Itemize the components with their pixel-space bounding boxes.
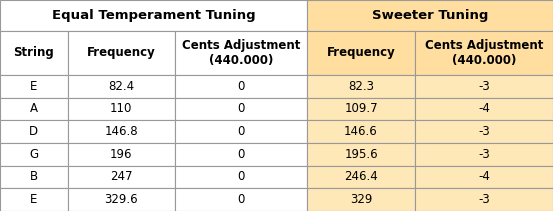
Text: 329: 329 bbox=[350, 193, 372, 206]
Text: 109.7: 109.7 bbox=[344, 102, 378, 115]
Text: 195.6: 195.6 bbox=[344, 148, 378, 161]
Bar bbox=[67, 75, 175, 97]
Text: -3: -3 bbox=[478, 193, 490, 206]
Text: 0: 0 bbox=[237, 80, 245, 93]
Text: 246.4: 246.4 bbox=[344, 170, 378, 184]
Text: Equal Temperament Tuning: Equal Temperament Tuning bbox=[52, 9, 255, 22]
Bar bbox=[0, 120, 67, 143]
Text: Cents Adjustment
(440.000): Cents Adjustment (440.000) bbox=[182, 39, 300, 67]
Bar bbox=[415, 120, 553, 143]
Text: D: D bbox=[29, 125, 38, 138]
Bar bbox=[307, 75, 415, 97]
Text: -4: -4 bbox=[478, 170, 490, 184]
Bar bbox=[415, 188, 553, 211]
Bar bbox=[307, 188, 415, 211]
Text: 196: 196 bbox=[110, 148, 133, 161]
Text: Frequency: Frequency bbox=[87, 46, 156, 59]
Text: 0: 0 bbox=[237, 125, 245, 138]
Bar bbox=[67, 31, 175, 75]
Bar bbox=[307, 97, 415, 120]
Text: Cents Adjustment
(440.000): Cents Adjustment (440.000) bbox=[425, 39, 543, 67]
Text: Frequency: Frequency bbox=[327, 46, 395, 59]
Bar bbox=[67, 143, 175, 166]
Bar bbox=[0, 0, 307, 31]
Bar bbox=[0, 188, 67, 211]
Text: -3: -3 bbox=[478, 125, 490, 138]
Text: G: G bbox=[29, 148, 38, 161]
Bar bbox=[415, 75, 553, 97]
Text: String: String bbox=[13, 46, 54, 59]
Bar bbox=[0, 166, 67, 188]
Bar bbox=[415, 143, 553, 166]
Text: B: B bbox=[30, 170, 38, 184]
Bar bbox=[175, 97, 307, 120]
Bar bbox=[175, 31, 307, 75]
Bar bbox=[175, 120, 307, 143]
Text: 146.6: 146.6 bbox=[344, 125, 378, 138]
Bar bbox=[0, 31, 67, 75]
Text: 0: 0 bbox=[237, 148, 245, 161]
Text: E: E bbox=[30, 193, 38, 206]
Text: 82.4: 82.4 bbox=[108, 80, 134, 93]
Text: 0: 0 bbox=[237, 193, 245, 206]
Bar bbox=[307, 0, 553, 31]
Bar bbox=[67, 97, 175, 120]
Text: 110: 110 bbox=[110, 102, 133, 115]
Text: -3: -3 bbox=[478, 80, 490, 93]
Bar bbox=[307, 120, 415, 143]
Bar bbox=[67, 120, 175, 143]
Bar bbox=[307, 143, 415, 166]
Text: 247: 247 bbox=[110, 170, 133, 184]
Bar bbox=[307, 31, 415, 75]
Bar bbox=[67, 188, 175, 211]
Bar bbox=[175, 166, 307, 188]
Bar bbox=[415, 166, 553, 188]
Text: 82.3: 82.3 bbox=[348, 80, 374, 93]
Text: 0: 0 bbox=[237, 170, 245, 184]
Text: -3: -3 bbox=[478, 148, 490, 161]
Text: 146.8: 146.8 bbox=[105, 125, 138, 138]
Text: 0: 0 bbox=[237, 102, 245, 115]
Text: Sweeter Tuning: Sweeter Tuning bbox=[372, 9, 488, 22]
Bar bbox=[0, 97, 67, 120]
Bar bbox=[67, 166, 175, 188]
Text: 329.6: 329.6 bbox=[105, 193, 138, 206]
Bar bbox=[307, 166, 415, 188]
Bar bbox=[175, 143, 307, 166]
Text: E: E bbox=[30, 80, 38, 93]
Bar bbox=[175, 75, 307, 97]
Bar bbox=[175, 188, 307, 211]
Bar bbox=[415, 31, 553, 75]
Text: A: A bbox=[30, 102, 38, 115]
Bar bbox=[415, 97, 553, 120]
Bar bbox=[0, 143, 67, 166]
Text: -4: -4 bbox=[478, 102, 490, 115]
Bar bbox=[0, 75, 67, 97]
